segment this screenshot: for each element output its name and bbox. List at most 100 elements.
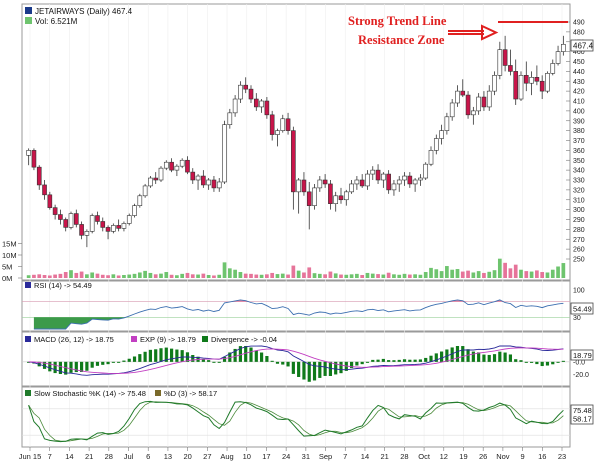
volume-bars	[26, 258, 566, 278]
divergence-bar	[334, 361, 338, 375]
candle-down	[386, 173, 391, 191]
divergence-bar	[69, 361, 73, 373]
legend-swatch-divergence	[202, 336, 208, 342]
divergence-bar	[42, 361, 47, 369]
divergence-bar	[318, 361, 322, 378]
divergence-bar	[408, 359, 412, 362]
price-tick-label: 370	[573, 138, 585, 145]
volume-bar	[159, 273, 163, 278]
volume-bar	[79, 271, 84, 278]
candle-up	[476, 96, 481, 112]
candle-up	[550, 63, 556, 74]
candle-up	[354, 179, 360, 185]
volume-bar	[376, 274, 380, 278]
volume-bar	[519, 269, 523, 278]
exp-title: EXP (9) -> 18.79	[140, 335, 196, 344]
candle-up	[195, 175, 201, 181]
divergence-bar	[154, 349, 158, 362]
stoch-k-line	[28, 400, 564, 443]
volume-bar	[132, 273, 137, 278]
divergence-bar	[207, 360, 211, 362]
candle-up	[312, 187, 317, 206]
rsi-panel	[21, 280, 571, 332]
volume-bar	[63, 272, 68, 278]
last-price-label: 467.4	[573, 42, 594, 51]
divergence-bar	[302, 361, 306, 380]
price-tick-label: 350	[573, 158, 585, 165]
candle-down	[169, 161, 174, 171]
candle-up	[418, 177, 423, 181]
candle-up	[89, 215, 95, 232]
volume-bar	[545, 272, 550, 278]
stoch-k-last-label: 75.48	[573, 406, 592, 415]
candle-down	[211, 179, 217, 189]
divergence-bar	[281, 361, 285, 365]
volume-bar	[74, 272, 79, 278]
candle-down	[42, 184, 47, 196]
candle-down	[63, 219, 69, 228]
volume-bar	[487, 271, 492, 278]
candle-down	[52, 207, 58, 215]
volume-bar	[32, 274, 36, 278]
divergence-bar	[312, 361, 317, 381]
divergence-bar	[53, 361, 57, 374]
volume-bar	[339, 274, 343, 278]
candle-up	[471, 110, 476, 116]
divergence-bar	[170, 348, 174, 362]
volume-bar	[317, 273, 322, 278]
volume-bar	[222, 262, 227, 278]
divergence-bar	[434, 353, 438, 362]
divergence-bar	[498, 351, 502, 362]
divergence-bar	[402, 359, 407, 362]
divergence-bar	[286, 361, 290, 367]
legend-swatch-volume	[25, 17, 32, 24]
candle-down	[460, 90, 466, 96]
divergence-bar	[376, 359, 380, 362]
volume-bar	[217, 274, 222, 278]
price-tick-label: 260	[573, 247, 585, 254]
volume-tick-label: 10M	[2, 251, 17, 260]
volume-bar	[106, 275, 110, 278]
price-tick-label: 250	[573, 257, 585, 264]
x-tick-label: 9	[521, 452, 525, 461]
volume-bar	[286, 274, 290, 278]
volume-bar	[365, 272, 370, 278]
divergence-bar	[492, 354, 497, 362]
volume-bar	[185, 272, 190, 278]
candle-down	[100, 221, 106, 228]
volume-tick-label: 5M	[2, 263, 12, 272]
rsi-oversold-fill	[33, 317, 564, 329]
price-tick-label: 420	[573, 89, 585, 96]
divergence-bar	[503, 352, 507, 362]
stoch-d-last-label: 58.17	[573, 415, 592, 424]
divergence-bar	[254, 350, 258, 362]
volume-bar	[386, 272, 391, 278]
divergence-bar	[413, 359, 417, 362]
price-tick-label: 320	[573, 187, 585, 194]
volume-bar	[482, 272, 486, 278]
candle-up	[121, 223, 127, 229]
x-tick-label: 14	[65, 452, 73, 461]
x-tick-label: 26	[479, 452, 487, 461]
divergence-bar	[339, 361, 343, 374]
divergence-bar	[530, 361, 534, 363]
candle-up	[561, 44, 566, 52]
divergence-bar	[291, 361, 295, 374]
candle-up	[444, 116, 450, 131]
divergence-bar	[111, 361, 115, 363]
candle-down	[190, 171, 196, 181]
price-tick-label: 440	[573, 69, 585, 76]
candle-up	[486, 90, 492, 108]
price-tick-label: 270	[573, 237, 585, 244]
volume-bar	[95, 273, 100, 278]
indicator-lines	[27, 299, 565, 443]
divergence-bar	[556, 361, 560, 363]
volume-bar	[275, 274, 280, 278]
candle-down	[301, 179, 307, 193]
volume-bar	[206, 275, 211, 278]
volume-bar	[243, 273, 248, 278]
divergence-bar	[95, 361, 100, 366]
rsi-last-label: 54.49	[573, 305, 592, 314]
price-tick-label: 310	[573, 197, 585, 204]
volume-bar	[116, 275, 121, 278]
